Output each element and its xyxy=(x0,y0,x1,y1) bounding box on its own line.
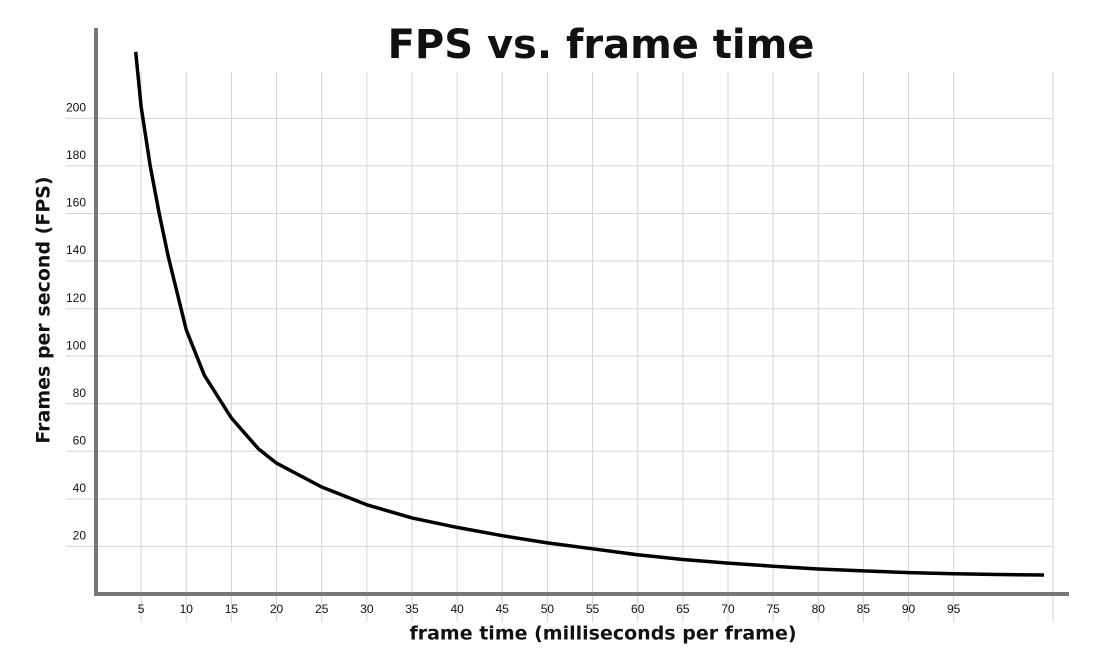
y-tick-label: 20 xyxy=(73,529,87,543)
x-axis-label: frame time (milliseconds per frame) xyxy=(409,623,796,645)
x-tick-label: 70 xyxy=(721,602,735,616)
x-tick-label: 15 xyxy=(225,602,239,616)
line-series xyxy=(133,51,1045,577)
x-tick-label: 25 xyxy=(315,602,329,616)
y-tick-label: 40 xyxy=(73,481,87,495)
y-tick-label: 200 xyxy=(66,101,86,115)
y-tick-label: 140 xyxy=(66,243,86,257)
y-tick-label: 160 xyxy=(66,196,86,210)
x-tick-label: 5 xyxy=(138,602,145,616)
x-tick-label: 10 xyxy=(180,602,194,616)
x-tick-label: 40 xyxy=(450,602,464,616)
x-tick-label: 45 xyxy=(496,602,510,616)
x-tick-label: 65 xyxy=(676,602,690,616)
x-tick-label: 20 xyxy=(270,602,284,616)
y-tick-label: 100 xyxy=(66,338,86,352)
x-tick-label: 85 xyxy=(857,602,871,616)
y-axis-label: Frames per second (FPS) xyxy=(33,176,55,443)
x-tick-label: 90 xyxy=(902,602,916,616)
x-tick-label: 80 xyxy=(812,602,826,616)
y-tick-label: 80 xyxy=(73,386,87,400)
y-tick-label: 60 xyxy=(73,433,87,447)
x-tick-label: 95 xyxy=(947,602,961,616)
x-tick-label: 60 xyxy=(631,602,645,616)
chart-title: FPS vs. frame time xyxy=(388,22,815,68)
x-tick-label: 30 xyxy=(360,602,374,616)
x-tick-label: 55 xyxy=(586,602,600,616)
y-tick-label: 180 xyxy=(66,148,86,162)
y-tick-label: 120 xyxy=(66,291,86,305)
x-tick-label: 35 xyxy=(405,602,419,616)
x-tick-label: 75 xyxy=(766,602,780,616)
x-tick-label: 50 xyxy=(541,602,555,616)
